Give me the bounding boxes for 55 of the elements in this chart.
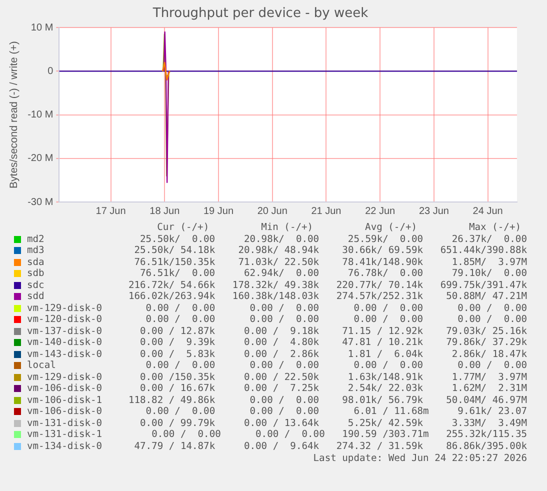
text: 0.00 / 0.00 0.00 / 0.00 190.59 /303.71m 255.32k/115.35: [150, 429, 527, 440]
text: Last update: Wed Jun 24 22:05:27 2026: [312, 453, 527, 464]
legend-label: vm-131-disk-0: [27, 418, 104, 429]
y-tick-label: -20 M: [28, 153, 54, 164]
y-tick-label: 0: [48, 66, 54, 77]
legend-label: sdc: [27, 280, 46, 291]
x-tick-label: 20 Jun: [257, 206, 288, 217]
legend-label: sdb: [27, 268, 46, 280]
text: 0.00 / 99.79k 0.00 / 13.64k 5.25k/ 42.59k 3.33M/ 3.49M: [139, 418, 527, 429]
legend-label: vm-129-disk-0: [27, 372, 104, 383]
legend-label: vm-106-disk-0: [27, 383, 104, 394]
text: 0.00 / 16.67k 0.00 / 7.25k 2.54k/ 22.03k 1.62M/ 2.31M: [139, 383, 527, 394]
text: Cur (-/+) Min (-/+) Avg (-/+) Max (-/+): [156, 222, 522, 234]
legend-label: sdd: [27, 291, 46, 302]
text: 118.82 / 49.86k 0.00 / 0.00 98.01k/ 56.79k 50.04M/ 46.97M: [127, 394, 527, 406]
x-tick-label: 21 Jun: [311, 206, 342, 217]
legend-label: sda: [27, 256, 46, 268]
legend-label: vm-143-disk-0: [27, 348, 104, 360]
text: 0.00 / 0.00 0.00 / 0.00 6.01 / 11.68m 9.61k/ 23.07: [144, 406, 527, 418]
legend-label: md2: [27, 234, 46, 245]
legend-label: vm-129-disk-0: [27, 302, 104, 314]
legend-label: vm-134-disk-0: [27, 440, 104, 452]
text: 25.50k/ 54.18k 20.98k/ 48.94k 30.66k/ 69.59k 651.44k/390.88k: [133, 245, 527, 256]
text: 76.51k/150.35k 71.03k/ 22.50k 78.41k/148.90k 1.85M/ 3.97M: [133, 256, 527, 268]
legend-label: vm-106-disk-1: [27, 394, 104, 406]
x-tick-label: 24 Jun: [472, 206, 503, 217]
text: 0.00 / 0.00 0.00 / 0.00 0.00 / 0.00 0.00 / 0.00: [144, 302, 527, 314]
text: 0.00 / 0.00 0.00 / 0.00 0.00 / 0.00 0.00 / 0.00: [144, 314, 527, 326]
y-tick-label: 10 M: [30, 22, 54, 34]
legend-label: local: [27, 360, 57, 372]
legend-label: vm-131-disk-1: [27, 429, 104, 440]
x-tick-label: 19 Jun: [203, 206, 234, 217]
text: 166.02k/263.94k 160.38k/148.03k 274.57k/252.31k 50.88M/ 47.21M: [127, 291, 527, 302]
y-tick-label: -10 M: [28, 110, 54, 121]
legend-label: vm-106-disk-0: [27, 406, 104, 418]
text: 47.79 / 14.87k 0.00 / 9.64k 274.32 / 31.59k 86.86k/395.00k: [133, 440, 527, 452]
x-tick-label: 23 Jun: [418, 206, 449, 217]
legend-label: vm-120-disk-0: [27, 314, 104, 326]
x-tick-label: 22 Jun: [365, 206, 396, 217]
legend-label: md3: [27, 245, 46, 256]
legend-label: vm-137-disk-0: [27, 326, 104, 337]
x-tick-label: 17 Jun: [96, 206, 126, 217]
text: 0.00 / 5.83k 0.00 / 2.86k 1.81 / 6.04k 2.86k/ 18.47k: [139, 348, 527, 360]
text: 25.50k/ 0.00 20.98k/ 0.00 25.59k/ 0.00 26.37k/ 0.00: [139, 234, 527, 245]
y-axis-title: Bytes/second read (-) / write (+): [8, 41, 20, 188]
x-tick-label: 18 Jun: [150, 206, 180, 217]
chart-title: Throughput per device - by week: [152, 6, 369, 22]
text: 0.00 / 0.00 0.00 / 0.00 0.00 / 0.00 0.00 / 0.00: [144, 360, 527, 372]
text: 0.00 /150.35k 0.00 / 22.50k 1.63k/148.91k 1.77M/ 3.97M: [139, 372, 527, 383]
text: 76.51k/ 0.00 62.94k/ 0.00 76.78k/ 0.00 79.10k/ 0.00: [139, 268, 527, 280]
text: 0.00 / 9.39k 0.00 / 4.80k 47.81 / 10.21k 79.86k/ 37.29k: [139, 337, 527, 348]
text: 216.72k/ 54.66k 178.32k/ 49.38k 220.77k/ 70.14k 699.75k/391.47k: [127, 280, 527, 291]
legend-label: vm-140-disk-0: [27, 337, 104, 348]
text: 0.00 / 12.87k 0.00 / 9.18k 71.15 / 12.92k 79.03k/ 25.16k: [139, 326, 527, 337]
y-tick-label: -30 M: [28, 196, 54, 208]
